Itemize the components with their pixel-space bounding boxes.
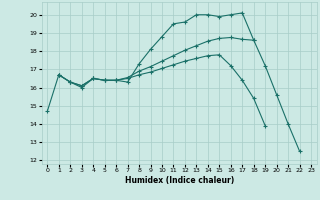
X-axis label: Humidex (Indice chaleur): Humidex (Indice chaleur) [124, 176, 234, 185]
